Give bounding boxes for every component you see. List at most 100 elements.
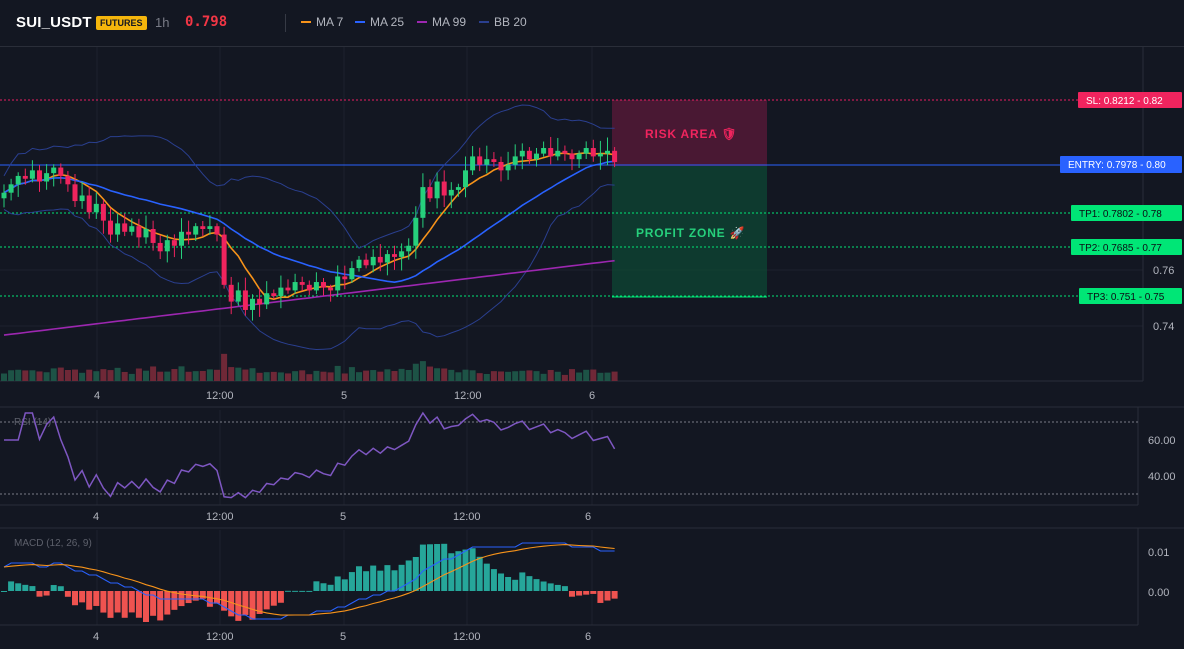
volume-bar — [64, 369, 71, 381]
entry-tag-text: ENTRY: 0.7978 - 0.80 — [1068, 160, 1166, 171]
time-axis-macd: 4 12:00 5 12:00 6 — [93, 631, 591, 643]
tp3-tag-text: TP3: 0.751 - 0.75 — [1087, 292, 1165, 303]
macd-hist-bar — [505, 576, 512, 591]
macd-hist-bar — [356, 566, 362, 591]
volume-bar — [178, 366, 185, 381]
candle-body — [193, 226, 199, 235]
tp1-tag-bg — [1071, 205, 1182, 221]
volume-bar — [72, 369, 78, 381]
macd-hist-bar — [533, 579, 540, 591]
tp2-tag[interactable]: TP2: 0.7685 - 0.77 — [1071, 239, 1182, 255]
candle-body — [555, 150, 561, 157]
volume-bar — [490, 371, 497, 381]
macd-hist-bar — [79, 591, 86, 603]
macd-hist-bar — [334, 576, 341, 591]
macd-hist-bar — [370, 565, 377, 591]
candle-body — [58, 167, 64, 176]
macd-hist-bar — [292, 590, 299, 592]
macd-hist-bar — [348, 572, 355, 591]
macd-hist-bar — [441, 543, 448, 591]
macd-time-tick-1200-b: 12:00 — [453, 631, 481, 643]
candle-body — [498, 161, 504, 171]
time-tick-4: 4 — [94, 390, 100, 402]
volume-bar — [121, 371, 128, 381]
volume-bar — [57, 367, 64, 381]
macd-hist-bar — [547, 583, 554, 591]
symbol-label[interactable]: SUI_USDT — [16, 14, 92, 31]
legend-ma25[interactable]: MA 25 — [355, 15, 404, 29]
volume-bar — [185, 371, 192, 381]
macd-hist-bar — [57, 586, 64, 591]
tp3-tag[interactable]: TP3: 0.751 - 0.75 — [1079, 288, 1182, 304]
macd-hist-bar — [306, 590, 313, 592]
entry-tag[interactable]: ENTRY: 0.7978 - 0.80 — [1060, 156, 1182, 173]
candle-body — [477, 156, 483, 165]
volume-bar — [384, 369, 391, 381]
candle-body — [186, 231, 192, 235]
candle-body — [86, 195, 92, 213]
macd-hist-bar — [242, 591, 249, 615]
candle-body — [605, 150, 610, 154]
rsi-time-tick-5: 5 — [340, 511, 346, 523]
legend-ma25-swatch — [355, 21, 365, 23]
candle-body — [79, 195, 85, 202]
volume-bar — [327, 372, 334, 381]
volume-bar — [370, 370, 377, 381]
legend-bb20[interactable]: BB 20 — [479, 15, 527, 29]
macd-hist-bar — [476, 556, 483, 591]
legend-ma99[interactable]: MA 99 — [417, 15, 466, 29]
candle-body — [136, 226, 142, 238]
macd-hist-bar — [235, 591, 242, 621]
time-tick-1200-a: 12:00 — [206, 390, 234, 402]
volume-bar — [128, 373, 135, 381]
macd-hist-bar — [50, 585, 57, 591]
profit-zone — [612, 166, 767, 297]
ma25-line — [3, 160, 615, 284]
volume-bar — [292, 371, 299, 381]
macd-hist-bar — [185, 591, 192, 604]
macd-hist-bar — [398, 564, 405, 591]
tp1-tag[interactable]: TP1: 0.7802 - 0.78 — [1071, 205, 1182, 221]
time-tick-5: 5 — [341, 390, 347, 402]
macd-hist-bar — [214, 591, 220, 604]
volume-bar — [469, 370, 476, 381]
timeframe-label[interactable]: 1h — [155, 15, 170, 30]
volume-bar — [107, 370, 114, 381]
macd-time-tick-5: 5 — [340, 631, 346, 643]
candle-body — [264, 293, 270, 305]
candle-body — [15, 175, 21, 185]
macd-hist-bar — [341, 579, 348, 591]
macd-time-tick-1200-a: 12:00 — [206, 631, 234, 643]
macd-title: MACD (12, 26, 9) — [14, 538, 92, 549]
volume-bar — [569, 369, 575, 381]
candle-body — [306, 284, 312, 291]
volume-bar — [93, 371, 100, 381]
candle-body — [250, 298, 255, 310]
candle-body — [342, 276, 348, 280]
macd-hist-bar — [313, 581, 320, 591]
volume-bar — [363, 370, 370, 381]
profit-zone-label: PROFIT ZONE 🚀 — [636, 226, 745, 240]
macd-hist-bar — [526, 576, 533, 591]
candle-body — [37, 170, 42, 182]
rsi-line-path — [4, 411, 616, 499]
volume-bar — [29, 370, 36, 381]
macd-hist-bar — [121, 591, 128, 618]
last-price: 0.798 — [185, 14, 228, 30]
rsi-time-tick-1200-b: 12:00 — [453, 511, 481, 523]
volume-bar — [114, 367, 121, 381]
volume-bar — [157, 371, 164, 381]
macd-hist-bar — [540, 581, 547, 591]
volume-bar — [135, 368, 142, 381]
candles[interactable] — [1, 136, 618, 321]
sl-tag[interactable]: SL: 0.8212 - 0.82 — [1078, 92, 1182, 108]
legend-bb20-swatch — [479, 21, 489, 23]
macd-hist-bar — [15, 583, 22, 591]
header-divider — [285, 14, 286, 32]
volume-bar — [192, 371, 199, 381]
volume-bar — [256, 372, 263, 381]
candle-body — [29, 170, 35, 179]
candle-body — [200, 226, 206, 229]
legend-ma7[interactable]: MA 7 — [301, 15, 343, 29]
